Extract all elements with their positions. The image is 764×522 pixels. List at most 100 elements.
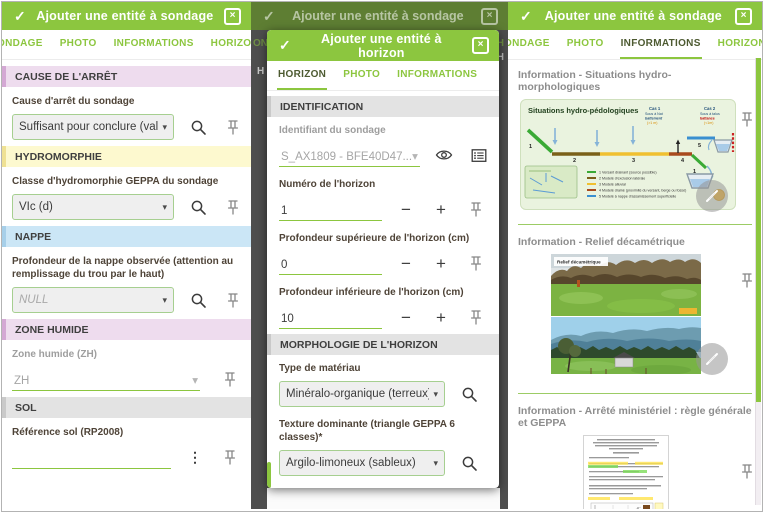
materiau-select[interactable]: Minéralo-organique (terreux) ▾ — [279, 381, 445, 407]
tab-sondage[interactable]: ONDAGE — [2, 38, 43, 49]
tab-sondage[interactable]: ONDAGE — [508, 38, 550, 49]
tab-informations[interactable]: INFORMATIONS — [619, 30, 702, 59]
close-form-icon[interactable]: × — [224, 7, 241, 25]
zone-humide-field[interactable]: ZH ▾ — [12, 367, 200, 391]
segment-1b — [690, 153, 708, 170]
texture-row: Argilo-limoneux (sableux) ▾ — [267, 450, 499, 476]
pin-icon[interactable] — [740, 111, 754, 132]
search-icon[interactable] — [458, 384, 480, 404]
horizon-dialog-header: ✓ Ajouter une entité à horizon × — [267, 30, 499, 61]
materiau-row: Minéralo-organique (terreux) ▾ — [267, 381, 499, 407]
decrement-button[interactable]: − — [401, 253, 411, 273]
relief-photos-image: Relief décamétrique — [551, 254, 701, 379]
prof-inf-field[interactable]: 10 — [279, 305, 382, 329]
increment-button[interactable]: + — [436, 253, 446, 273]
tab-horizon[interactable]: HORIZON — [717, 38, 762, 49]
info-block-arrete-geppa — [508, 435, 762, 509]
horizon-dialog-title: Ajouter une entité à horizon — [321, 31, 442, 60]
pin-icon[interactable] — [465, 307, 487, 327]
search-icon[interactable] — [458, 453, 480, 473]
pin-icon[interactable] — [219, 447, 241, 467]
prof-sup-field[interactable]: 0 — [279, 251, 382, 275]
tab-horizon[interactable]: HORIZON — [277, 61, 328, 90]
search-icon[interactable] — [187, 197, 209, 217]
photo-mountains — [551, 317, 701, 375]
attachment-disabled-icon[interactable] — [696, 180, 728, 212]
save-check-icon[interactable]: ✓ — [520, 7, 532, 24]
pin-icon[interactable] — [219, 369, 241, 389]
attachment-disabled-icon[interactable] — [696, 343, 728, 375]
info-label-situations: Information - Situations hydro-morpholog… — [518, 69, 672, 93]
sondage-info-panel: ✓ Ajouter une entité à sondage × ONDAGE … — [508, 2, 762, 509]
info-block-situations: Situations hydro-pédologiques Cas 1 Sous… — [508, 99, 762, 220]
cause-arret-label: Cause d'arrêt du sondage — [12, 96, 135, 107]
search-icon[interactable] — [187, 290, 209, 310]
svg-text:4 Modelé drainé (proximité du: 4 Modelé drainé (proximité du versant, b… — [599, 189, 686, 193]
tab-horizon[interactable]: HORIZON — [210, 38, 251, 49]
dimmed-tab-sliver-left: ON — [253, 38, 268, 49]
section-sol: SOL — [2, 397, 251, 418]
prof-sup-value: 0 — [281, 259, 288, 271]
close-dialog-icon[interactable]: × — [472, 37, 489, 54]
svg-text:battance: battance — [700, 117, 715, 121]
sondage-info-title: Ajouter une entité à sondage — [544, 9, 722, 23]
pin-icon[interactable] — [740, 463, 754, 484]
green-highlights — [588, 465, 647, 473]
section-hydromorphie: HYDROMORPHIE — [2, 146, 251, 167]
pin-icon[interactable] — [465, 199, 487, 219]
sondage-form-panel: ✓ Ajouter une entité à sondage × ONDAGE … — [2, 2, 252, 509]
tab-photo[interactable]: PHOTO — [59, 38, 97, 49]
close-form-icon[interactable]: × — [735, 7, 752, 25]
pin-icon[interactable] — [465, 253, 487, 273]
form-list-icon[interactable] — [468, 145, 490, 165]
search-icon[interactable] — [187, 117, 209, 137]
save-check-icon[interactable]: ✓ — [14, 7, 26, 24]
up-arrowhead — [675, 139, 681, 144]
sondage-form-header: ✓ Ajouter une entité à sondage × — [2, 2, 251, 30]
numero-horizon-field[interactable]: 1 — [279, 197, 382, 221]
tab-informations[interactable]: INFORMATIONS — [113, 38, 194, 49]
pin-icon[interactable] — [222, 117, 244, 137]
identifiant-sondage-value: S_AX1809 - BFE40D47... — [281, 151, 413, 163]
close-form-icon: × — [481, 7, 498, 25]
num-1: 1 — [529, 144, 532, 150]
decrement-button[interactable]: − — [401, 307, 411, 327]
tab-photo[interactable]: PHOTO — [343, 69, 381, 80]
svg-text:Cas 1: Cas 1 — [649, 106, 661, 111]
dialog-scrollbar-thumb[interactable] — [267, 462, 271, 488]
zone-humide-value: ZH — [14, 375, 30, 387]
increment-button[interactable]: + — [436, 307, 446, 327]
tab-informations[interactable]: INFORMATIONS — [397, 69, 478, 80]
decrement-button[interactable]: − — [401, 199, 411, 219]
scrollbar-thumb[interactable] — [756, 58, 761, 402]
nappe-select[interactable]: NULL ▾ — [12, 287, 174, 313]
save-check-icon[interactable]: ✓ — [279, 37, 291, 53]
save-check-icon: ✓ — [263, 7, 275, 24]
cause-arret-select[interactable]: Suffisant pour conclure (valable q... ▾ — [12, 114, 174, 140]
sol-field[interactable] — [12, 445, 171, 469]
pin-icon[interactable] — [493, 453, 499, 473]
pin-icon[interactable] — [222, 290, 244, 310]
eye-icon[interactable] — [433, 145, 455, 165]
identifiant-sondage-field[interactable]: S_AX1809 - BFE40D47... ▾ — [279, 143, 420, 167]
tab-photo[interactable]: PHOTO — [566, 38, 604, 49]
chevron-down-icon: ▾ — [433, 457, 438, 468]
pin-icon[interactable] — [222, 197, 244, 217]
texture-label: Texture dominante (triangle GEPPA 6 clas… — [279, 419, 455, 443]
pin-icon[interactable] — [740, 272, 754, 293]
menu-kebab-icon[interactable]: ⋮ — [188, 449, 202, 465]
texture-value: Argilo-limoneux (sableux) — [286, 457, 416, 469]
hydromorphie-select[interactable]: VIc (d) ▾ — [12, 194, 174, 220]
photo-caption: Relief décamétrique — [557, 260, 601, 265]
yellow-highlights — [588, 461, 663, 500]
photo-field: Relief décamétrique — [551, 254, 701, 316]
num-4: 4 — [681, 158, 685, 164]
texture-select[interactable]: Argilo-limoneux (sableux) ▾ — [279, 450, 445, 476]
hydromorphie-row: VIc (d) ▾ — [2, 194, 251, 220]
hydromorphie-value: VIc (d) — [19, 201, 53, 213]
diagram-legend: 1 Versant drainant (source possible) 2 M… — [587, 171, 686, 199]
increment-button[interactable]: + — [436, 199, 446, 219]
pin-icon[interactable] — [493, 384, 499, 404]
horizon-tab-bar: HORIZON PHOTO INFORMATIONS — [267, 61, 499, 91]
